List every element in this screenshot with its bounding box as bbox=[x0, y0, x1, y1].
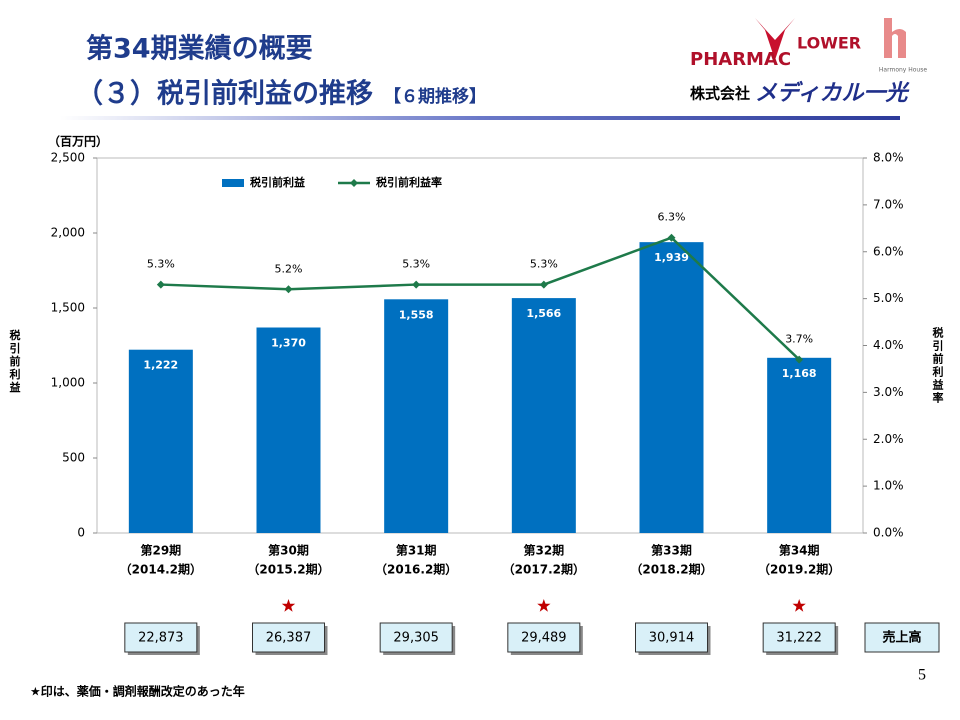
x-tick-sublabel: （2016.2期） bbox=[375, 562, 457, 577]
bar bbox=[128, 349, 193, 533]
logo-harmony: Harmony House bbox=[879, 67, 927, 74]
title-line2: （３）税引前利益の推移 bbox=[76, 78, 373, 110]
line-value-label: 5.3% bbox=[530, 258, 558, 271]
y2-tick-label: 1.0% bbox=[873, 479, 904, 493]
y-tick-label: 2,500 bbox=[51, 151, 85, 165]
sales-value: 26,387 bbox=[266, 631, 312, 646]
x-tick-label: 第34期 bbox=[779, 543, 820, 558]
y2-tick-label: 7.0% bbox=[873, 197, 904, 211]
title-suffix: 【６期推移】 bbox=[384, 86, 486, 107]
bar-value-label: 1,370 bbox=[271, 337, 306, 350]
line-marker bbox=[156, 280, 165, 289]
sales-box bbox=[762, 622, 836, 653]
sales-box bbox=[635, 622, 708, 653]
line-value-label: 6.3% bbox=[658, 211, 686, 224]
bar bbox=[384, 299, 449, 533]
sales-value: 29,489 bbox=[521, 631, 567, 646]
sales-box bbox=[507, 622, 581, 653]
unit-label: （百万円） bbox=[48, 134, 108, 149]
legend-label: 税引前利益率 bbox=[376, 175, 442, 189]
y-tick-label: 2,000 bbox=[51, 226, 85, 240]
company-prefix: 株式会社 bbox=[690, 85, 750, 103]
x-tick-sublabel: （2019.2期） bbox=[758, 562, 840, 577]
y2-tick-label: 5.0% bbox=[873, 291, 904, 305]
x-tick-label: 第32期 bbox=[523, 543, 564, 558]
y-tick-label: 0 bbox=[77, 526, 85, 540]
line bbox=[160, 236, 801, 361]
plot-area bbox=[96, 157, 864, 534]
bar bbox=[639, 242, 704, 533]
y2-tick-label: 0.0% bbox=[873, 526, 904, 540]
x-tick-sublabel: （2017.2期） bbox=[503, 562, 585, 577]
sales-value: 31,222 bbox=[776, 631, 822, 646]
title-line1: 第34期業績の概要 bbox=[86, 33, 313, 65]
revision-star bbox=[281, 599, 296, 612]
sales-box bbox=[124, 622, 198, 653]
legend-label: 税引前利益 bbox=[250, 175, 305, 189]
line-marker bbox=[539, 280, 548, 289]
y-tick-label: 1,000 bbox=[51, 376, 85, 390]
legend-marker bbox=[350, 179, 358, 187]
sales-box bbox=[252, 622, 325, 653]
bar-value-label: 1,566 bbox=[526, 307, 561, 320]
y-tick-label: 500 bbox=[62, 451, 85, 465]
bar-value-label: 1,558 bbox=[399, 308, 434, 321]
line-value-label: 5.3% bbox=[402, 258, 430, 271]
sales-value: 22,873 bbox=[138, 631, 184, 646]
x-tick-label: 第29期 bbox=[140, 543, 181, 558]
line-marker bbox=[284, 285, 293, 294]
x-tick-sublabel: （2014.2期） bbox=[120, 562, 202, 577]
line-value-label: 5.3% bbox=[147, 258, 175, 271]
sales-box bbox=[379, 622, 453, 653]
line-value-label: 5.2% bbox=[275, 262, 303, 275]
sales-label: 売上高 bbox=[882, 630, 921, 646]
x-tick-sublabel: （2018.2期） bbox=[630, 562, 712, 577]
revision-star bbox=[537, 599, 551, 612]
line-marker bbox=[795, 355, 804, 364]
y-axis-title: 税引前利益 bbox=[8, 328, 21, 394]
bar-value-label: 1,168 bbox=[782, 367, 817, 380]
logo-pharmac: PHARMAC bbox=[690, 49, 791, 70]
legend-swatch bbox=[222, 179, 244, 187]
y2-tick-label: 3.0% bbox=[873, 385, 904, 399]
y2-tick-label: 2.0% bbox=[873, 432, 904, 446]
y2-tick-label: 8.0% bbox=[873, 151, 904, 165]
y2-tick-label: 4.0% bbox=[873, 338, 904, 352]
bar bbox=[256, 327, 321, 533]
revision-star bbox=[792, 599, 806, 612]
x-tick-sublabel: （2015.2期） bbox=[247, 562, 329, 577]
sales-value: 29,305 bbox=[393, 631, 439, 646]
line-value-label: 3.7% bbox=[785, 333, 813, 346]
line-marker bbox=[412, 280, 421, 289]
x-tick-label: 第31期 bbox=[396, 543, 437, 558]
sales-value: 30,914 bbox=[649, 631, 695, 646]
bar bbox=[511, 298, 576, 533]
header-rule bbox=[60, 116, 900, 120]
x-tick-label: 第30期 bbox=[268, 543, 309, 558]
page-number: 5 bbox=[918, 667, 926, 684]
logo-flower: LOWER bbox=[797, 34, 861, 53]
bar bbox=[767, 357, 832, 533]
bar-value-label: 1,222 bbox=[143, 359, 178, 372]
x-tick-label: 第33期 bbox=[651, 543, 692, 558]
flower-logo bbox=[755, 18, 795, 60]
y2-tick-label: 6.0% bbox=[873, 244, 904, 258]
y2-axis-title: 税引前利益率 bbox=[931, 326, 944, 405]
footnote: ★印は、薬価・調剤報酬改定のあった年 bbox=[30, 684, 245, 699]
harmony-logo bbox=[884, 18, 906, 58]
company-name: メディカル一光 bbox=[755, 80, 910, 106]
line-marker bbox=[667, 233, 676, 242]
sales-label-box bbox=[864, 622, 940, 653]
y-tick-label: 1,500 bbox=[51, 301, 85, 315]
bar-value-label: 1,939 bbox=[654, 251, 689, 264]
